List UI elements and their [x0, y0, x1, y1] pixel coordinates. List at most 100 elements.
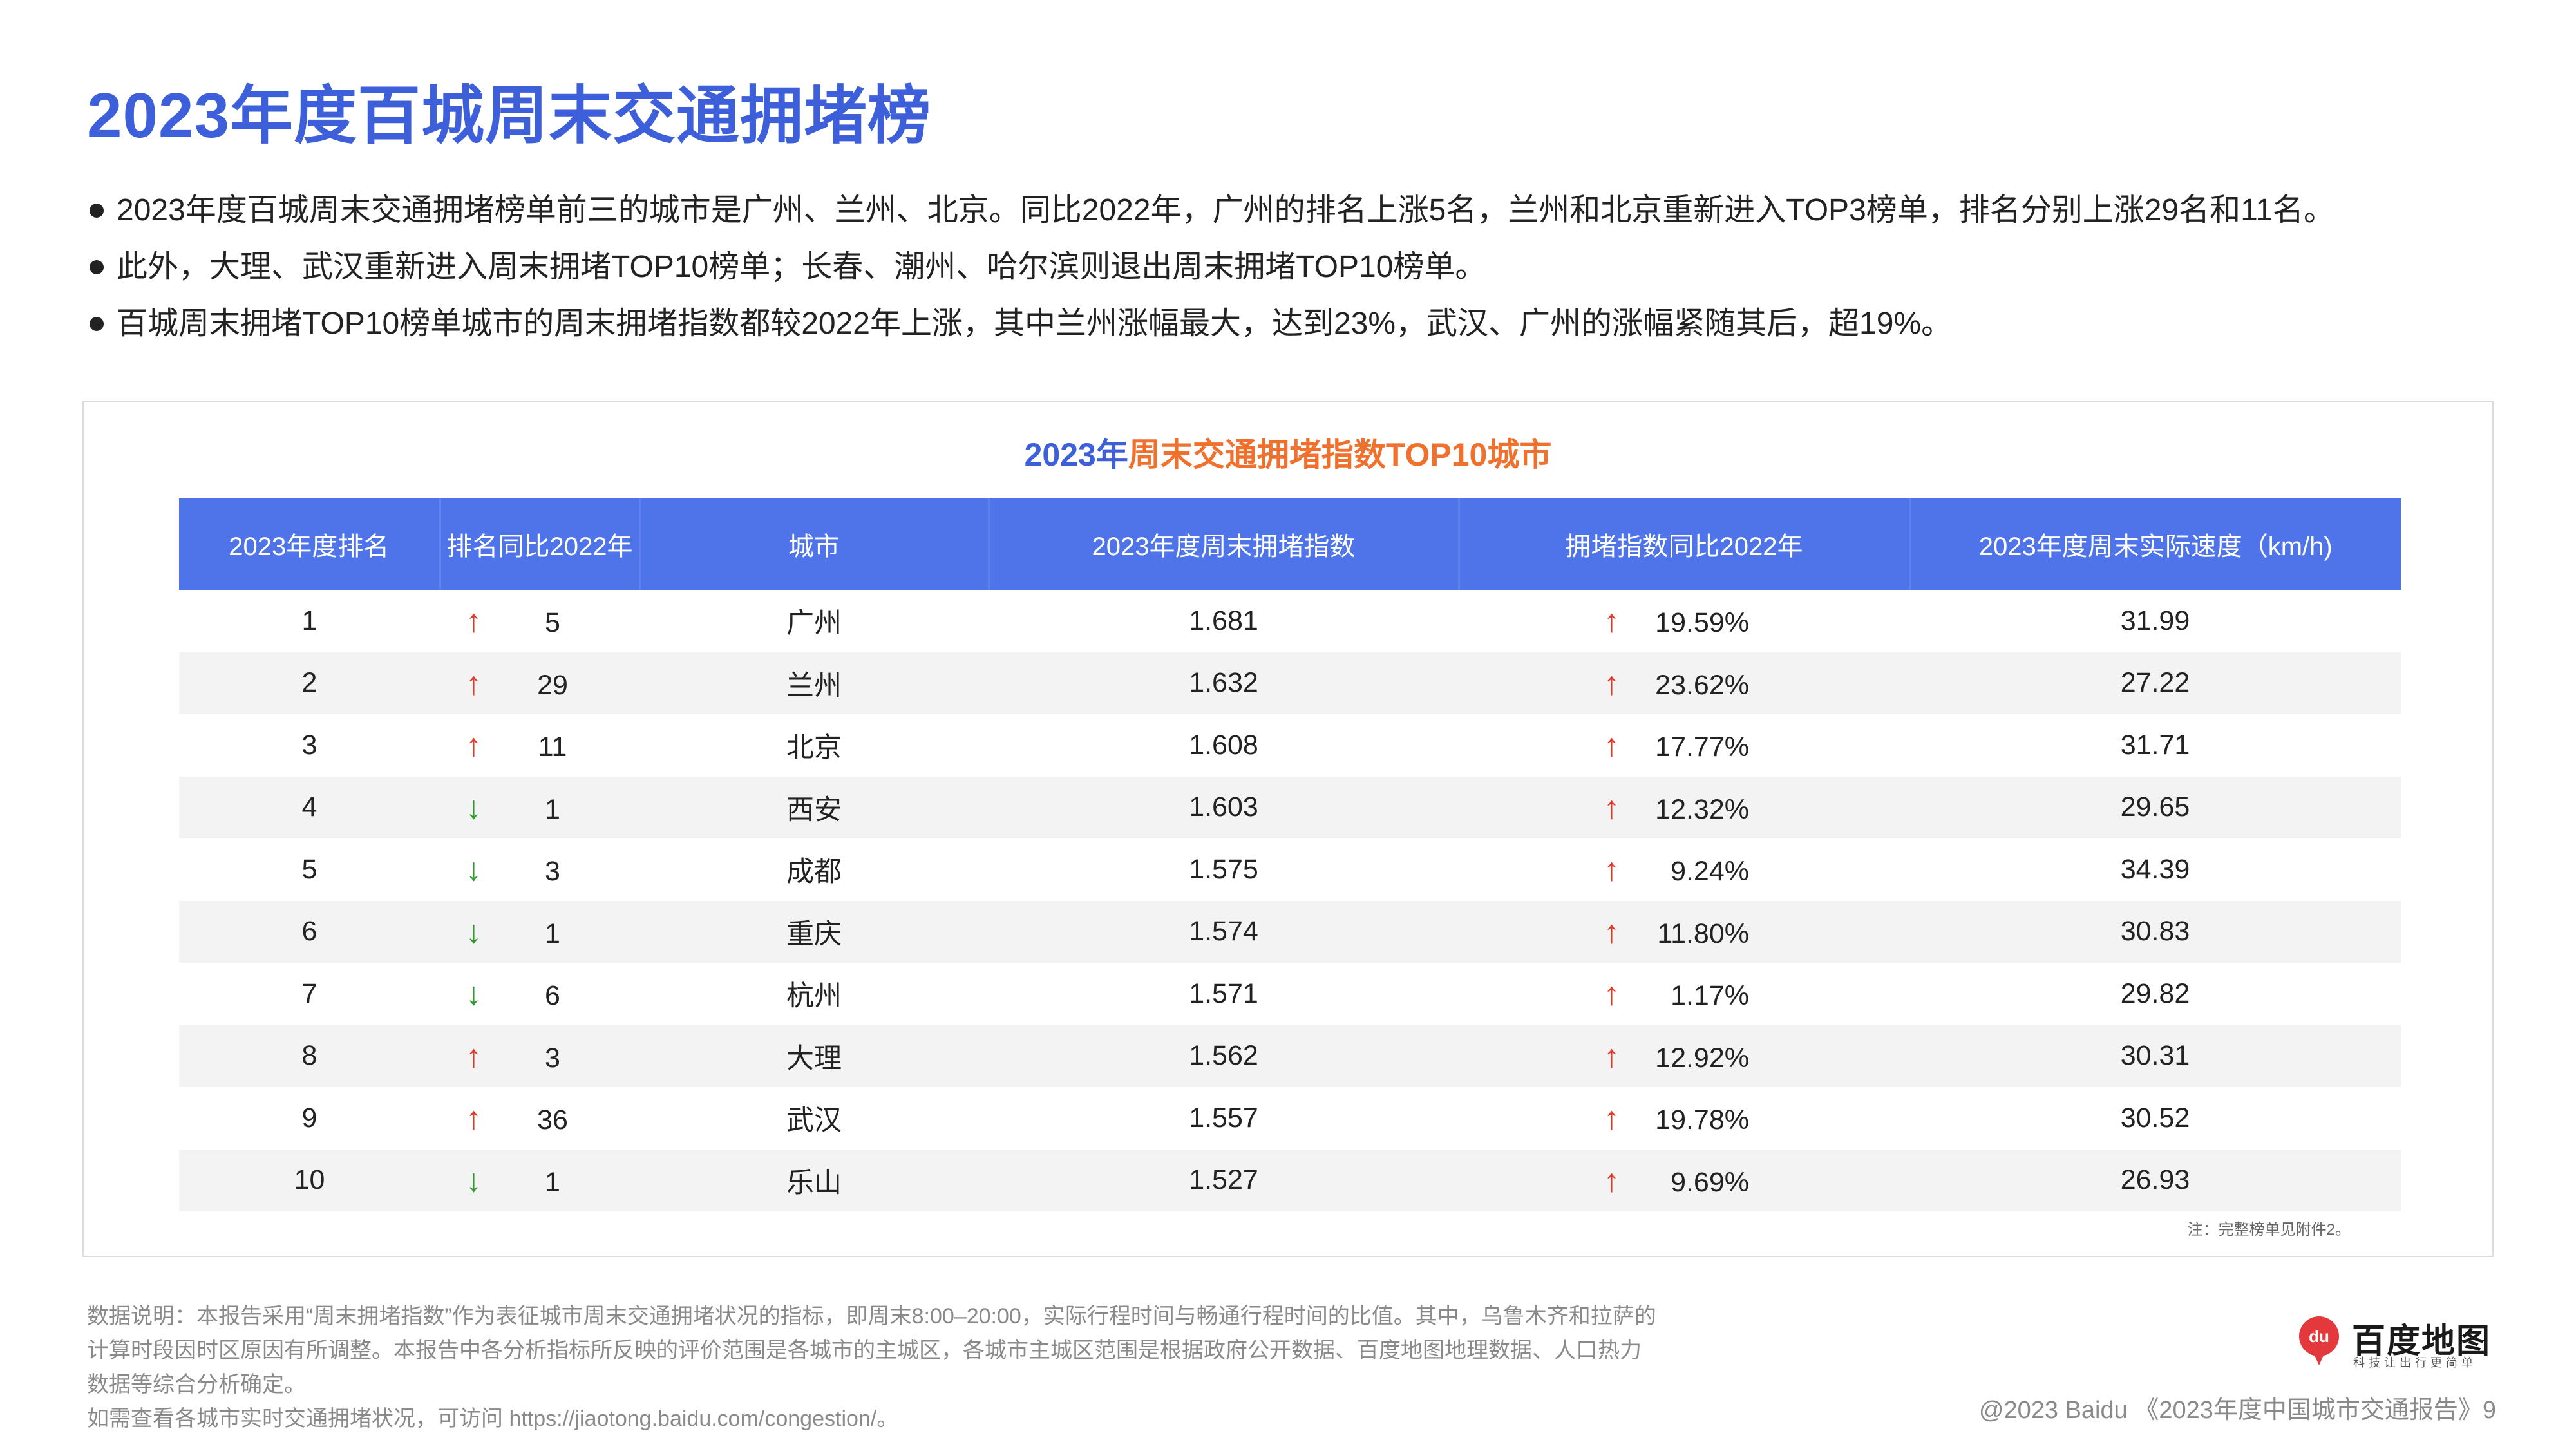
table-row: 10 ↓ 1 乐山 1.527 ↑ 9.69% 26.93	[179, 1149, 2401, 1211]
cell-index-change: ↑ 17.77%	[1459, 714, 1909, 777]
cell-city: 成都	[786, 857, 842, 888]
cell-rank-change: ↑ 3	[440, 1025, 639, 1087]
table-row: 2 ↑ 29 兰州 1.632 ↑ 23.62% 27.22	[179, 652, 2401, 714]
footnote-link-text: 如需查看各城市实时交通拥堵状况，可访问 https://jiaotong.bai…	[87, 1406, 899, 1431]
cell-index: 1.571	[1189, 978, 1258, 1009]
cell-rank: 6	[179, 900, 440, 963]
cell-index: 1.608	[1189, 729, 1258, 761]
cell-city: 乐山	[639, 1149, 989, 1211]
cell-city: 北京	[786, 732, 842, 764]
cell-speed: 29.65	[1909, 776, 2401, 838]
baidu-map-logo: du 百度地图 科技让出行更简单	[2299, 1314, 2499, 1369]
cell-index: 1.527	[989, 1149, 1459, 1211]
header-rank: 2023年度排名	[179, 498, 441, 590]
rank-change-value: 36	[537, 1104, 568, 1136]
table-row: 6 ↓ 1 重庆 1.574 ↑ 11.80% 30.83	[179, 900, 2401, 963]
cell-speed: 27.22	[1909, 652, 2401, 714]
logo-slogan: 科技让出行更简单	[2353, 1356, 2477, 1369]
index-change-value: 11.80%	[1657, 918, 1749, 949]
table-title-year: 2023年	[1024, 437, 1128, 473]
index-change-value: 17.77%	[1655, 732, 1749, 763]
rank-change-value: 3	[545, 1042, 560, 1074]
down-arrow-icon: ↓	[466, 1162, 482, 1198]
cell-speed: 31.99	[2120, 605, 2190, 636]
table-row: 8 ↑ 3 大理 1.562 ↑ 12.92% 30.31	[179, 1025, 2401, 1087]
cell-index-change: ↑ 11.80%	[1459, 900, 1909, 963]
rank-change-value: 29	[537, 669, 568, 701]
rank-change-value: 3	[545, 856, 560, 887]
cell-index-change: ↑ 9.24%	[1459, 838, 1909, 901]
cell-rank: 8	[179, 1025, 440, 1087]
bullet-item: 百城周末拥堵TOP10榜单城市的周末拥堵指数都较2022年上涨，其中兰州涨幅最大…	[87, 296, 2334, 352]
up-arrow-icon: ↑	[1604, 913, 1620, 950]
up-arrow-icon: ↑	[1604, 1100, 1620, 1137]
index-change-value: 9.24%	[1671, 856, 1749, 887]
cell-rank-change: ↓ 1	[440, 776, 639, 838]
cell-index-change: ↑ 12.92%	[1459, 1025, 1909, 1087]
up-arrow-icon: ↑	[1604, 727, 1620, 764]
rank-change-value: 11	[538, 732, 567, 763]
cell-rank-change: ↑ 5	[440, 590, 639, 652]
index-change-value: 9.69%	[1671, 1166, 1749, 1198]
cell-rank-change: ↑ 29	[440, 652, 639, 714]
cell-rank: 4	[179, 776, 440, 838]
cell-city: 西安	[639, 776, 989, 838]
table-title-subject: 周末交通拥堵指数TOP10城市	[1128, 437, 1552, 473]
data-footnote: 数据说明：本报告采用“周末拥堵指数”作为表征城市周末交通拥堵状况的指标，即周末8…	[87, 1300, 1658, 1436]
summary-bullets: 2023年度百城周末交通拥堵榜单前三的城市是广州、兰州、北京。同比2022年，广…	[87, 182, 2334, 352]
up-arrow-icon: ↑	[1604, 976, 1620, 1012]
rank-change-value: 5	[545, 607, 560, 639]
cell-speed: 30.31	[1909, 1025, 2401, 1087]
cell-index-change: ↑ 19.78%	[1459, 1087, 1909, 1150]
page-title: 2023年度百城周末交通拥堵榜	[87, 80, 932, 151]
cell-speed: 26.93	[1909, 1149, 2401, 1211]
cell-rank-change: ↑ 11	[440, 714, 639, 777]
rank-change-value: 1	[545, 793, 560, 825]
index-change-value: 12.32%	[1655, 793, 1749, 825]
cell-index: 1.562	[989, 1025, 1459, 1087]
cell-speed: 31.71	[2120, 729, 2190, 761]
rank-change-value: 1	[545, 1166, 560, 1198]
cell-index: 1.632	[989, 652, 1459, 714]
up-arrow-icon: ↑	[1604, 1162, 1620, 1198]
cell-index: 1.557	[1189, 1102, 1258, 1133]
table-row: 3 ↑ 11 北京 1.608 ↑ 17.77% 31.71	[179, 714, 2401, 777]
up-arrow-icon: ↑	[466, 1037, 482, 1074]
cell-city: 广州	[786, 608, 842, 639]
cell-rank-change: ↓ 6	[440, 963, 639, 1025]
header-index-change: 拥堵指数同比2022年	[1459, 498, 1911, 590]
cell-index: 1.575	[1189, 853, 1258, 885]
cell-speed: 30.83	[1909, 900, 2401, 963]
index-change-value: 23.62%	[1655, 669, 1749, 701]
cell-speed: 30.52	[2120, 1102, 2190, 1133]
ranking-table: 2023年度排名 排名同比2022年 城市 2023年度周末拥堵指数 拥堵指数同…	[179, 498, 2401, 1211]
cell-index: 1.574	[989, 900, 1459, 963]
cell-index: 1.681	[1189, 605, 1258, 636]
table-header-row: 2023年度排名 排名同比2022年 城市 2023年度周末拥堵指数 拥堵指数同…	[179, 498, 2401, 590]
table-row: 4 ↓ 1 西安 1.603 ↑ 12.32% 29.65	[179, 776, 2401, 838]
cell-rank-change: ↓ 3	[440, 838, 639, 901]
cell-speed: 29.82	[2120, 978, 2190, 1009]
index-change-value: 19.59%	[1655, 607, 1749, 639]
cell-city: 重庆	[639, 900, 989, 963]
cell-rank: 9	[301, 1102, 317, 1133]
table-row: 7 ↓ 6 杭州 1.571 ↑ 1.17% 29.82	[179, 963, 2401, 1025]
down-arrow-icon: ↓	[466, 789, 482, 826]
table-row: 9 ↑ 36 武汉 1.557 ↑ 19.78% 30.52	[179, 1087, 2401, 1150]
ranking-table-panel: 2023年周末交通拥堵指数TOP10城市 2023年度排名 排名同比2022年 …	[82, 401, 2494, 1257]
up-arrow-icon: ↑	[1604, 665, 1620, 701]
up-arrow-icon: ↑	[466, 727, 482, 764]
up-arrow-icon: ↑	[1604, 1037, 1620, 1074]
copyright-page-number: @2023 Baidu 《2023年度中国城市交通报告》9	[1978, 1397, 2496, 1424]
table-note: 注：完整榜单见附件2。	[2187, 1221, 2351, 1238]
header-speed: 2023年度周末实际速度（km/h)	[1909, 498, 2401, 590]
logo-name: 百度地图	[2352, 1323, 2492, 1360]
cell-rank: 10	[179, 1149, 440, 1211]
cell-rank: 3	[301, 729, 317, 761]
down-arrow-icon: ↓	[466, 913, 482, 950]
cell-rank-change: ↑ 36	[440, 1087, 639, 1150]
cell-city: 兰州	[639, 652, 989, 714]
cell-city: 武汉	[786, 1105, 842, 1137]
table-row: 5 ↓ 3 成都 1.575 ↑ 9.24% 34.39	[179, 838, 2401, 901]
cell-rank: 1	[301, 605, 317, 636]
